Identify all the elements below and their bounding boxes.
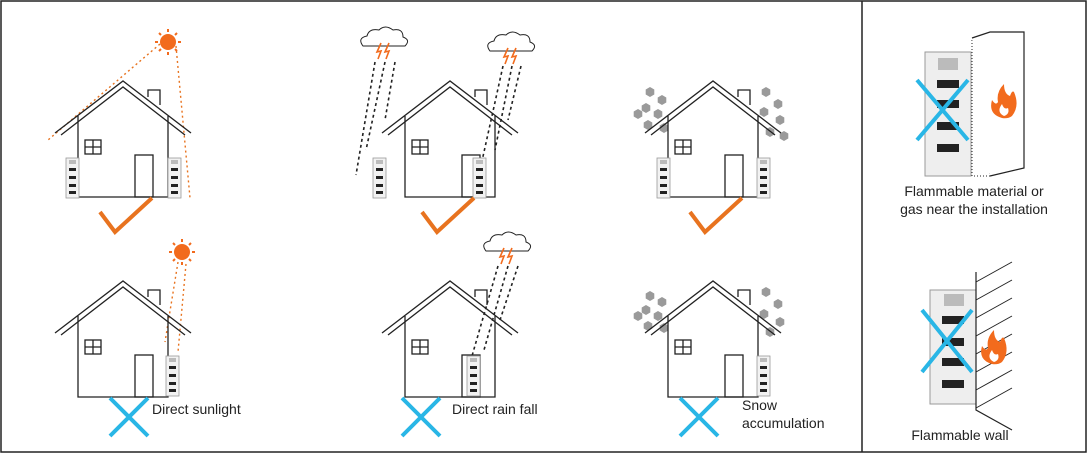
snow-ok bbox=[634, 81, 789, 232]
flammable-wall: Flammable wall bbox=[911, 262, 1012, 443]
frame bbox=[1, 1, 1086, 452]
caption: Flammable material or bbox=[904, 183, 1044, 199]
installation-diagram: Direct sunlight Direct rain fall Snow ac… bbox=[0, 0, 1087, 453]
caption: Flammable wall bbox=[911, 427, 1008, 443]
sunlight-ok bbox=[48, 29, 191, 232]
flammable-material: Flammable material or gas near the insta… bbox=[900, 32, 1048, 217]
rain-bad: Direct rain fall bbox=[382, 232, 538, 436]
caption: gas near the installation bbox=[900, 201, 1048, 217]
snow-bad: Snow accumulation bbox=[634, 281, 825, 436]
caption: Snow bbox=[742, 397, 778, 413]
rain-ok bbox=[356, 27, 535, 232]
caption: Direct sunlight bbox=[152, 401, 241, 417]
sunlight-bad: Direct sunlight bbox=[55, 239, 241, 436]
caption: accumulation bbox=[742, 415, 825, 431]
caption: Direct rain fall bbox=[452, 401, 538, 417]
